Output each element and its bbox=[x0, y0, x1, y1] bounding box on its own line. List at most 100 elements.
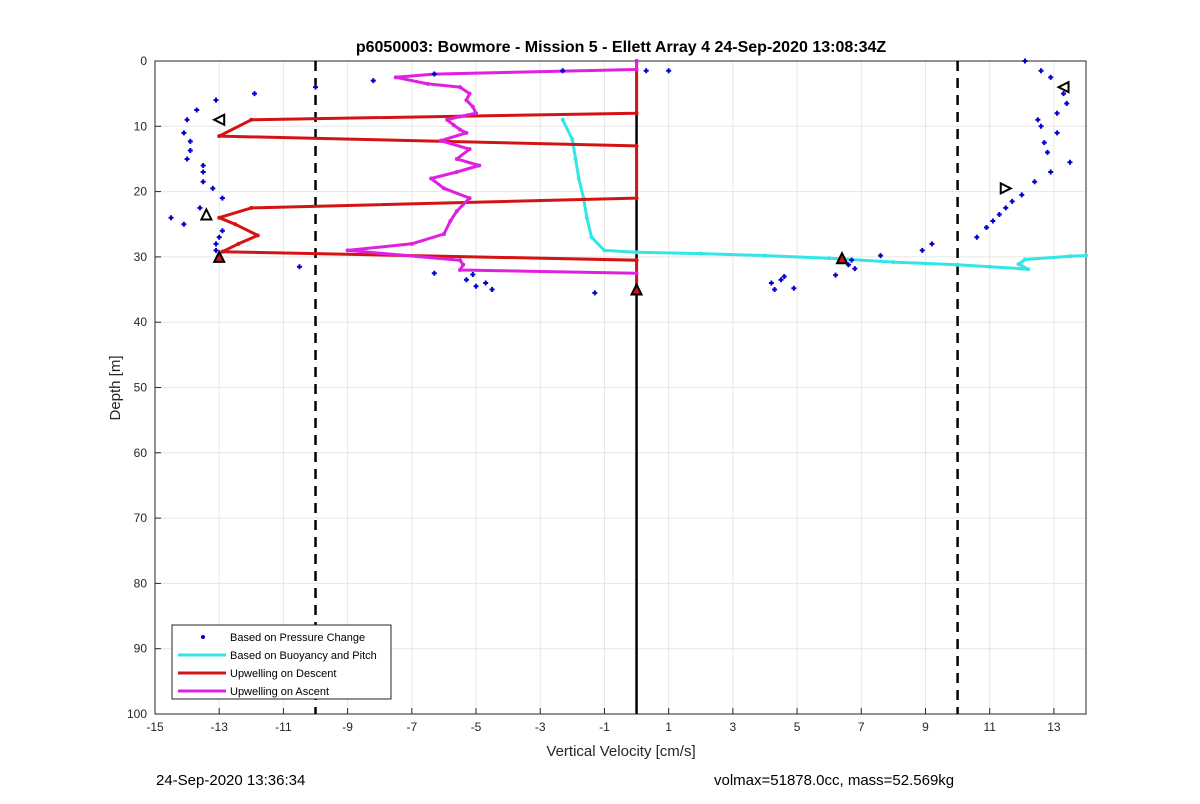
descent-line-point bbox=[634, 143, 639, 148]
pressure-point bbox=[849, 257, 855, 263]
descent-line-point bbox=[233, 222, 238, 227]
ascent-line-point bbox=[454, 156, 459, 161]
ascent-line-point bbox=[457, 258, 462, 263]
footer-timestamp: 24-Sep-2020 13:36:34 bbox=[156, 772, 306, 789]
buoyancy-line-point bbox=[1026, 267, 1031, 272]
x-tick-label: 5 bbox=[794, 720, 801, 734]
pressure-point bbox=[184, 117, 190, 123]
y-axis: 0 10 20 30 40 50 60 70 80 90 100 bbox=[127, 54, 161, 721]
pressure-point bbox=[213, 247, 219, 253]
buoyancy-line-point bbox=[827, 256, 832, 261]
ascent-line-point bbox=[409, 241, 414, 246]
pressure-point bbox=[781, 273, 787, 279]
buoyancy-line-point bbox=[1016, 262, 1021, 267]
y-tick-label: 40 bbox=[134, 315, 148, 329]
ascent-line-point bbox=[429, 176, 434, 181]
buoyancy-line-point bbox=[1019, 266, 1024, 271]
pressure-point bbox=[187, 147, 193, 153]
ascent-line-point bbox=[464, 98, 469, 103]
descent-line-point bbox=[634, 111, 639, 116]
ascent-line-point bbox=[393, 75, 398, 80]
descent-line bbox=[217, 61, 639, 290]
descent-line-point bbox=[249, 205, 254, 210]
pressure-point bbox=[213, 97, 219, 103]
pressure-point bbox=[370, 78, 376, 84]
pressure-point bbox=[168, 215, 174, 221]
pressure-point bbox=[187, 138, 193, 144]
x-tick-label: -3 bbox=[535, 720, 546, 734]
pressure-point bbox=[210, 185, 216, 191]
pressure-point bbox=[1054, 130, 1060, 136]
pressure-point bbox=[252, 91, 258, 97]
ascent-line-point bbox=[461, 262, 466, 267]
pressure-point bbox=[181, 130, 187, 136]
pressure-point bbox=[463, 277, 469, 283]
pressure-point bbox=[919, 247, 925, 253]
y-tick-label: 20 bbox=[134, 185, 148, 199]
pressure-point bbox=[1048, 169, 1054, 175]
buoyancy-line-point bbox=[698, 251, 703, 256]
buoyancy-line-point bbox=[1067, 254, 1072, 259]
pressure-point bbox=[1044, 149, 1050, 155]
ascent-line-point bbox=[634, 271, 639, 276]
legend-label: Based on Pressure Change bbox=[230, 632, 365, 644]
pressure-point bbox=[592, 290, 598, 296]
pressure-point bbox=[990, 218, 996, 224]
pressure-point bbox=[1061, 91, 1067, 97]
pressure-point bbox=[483, 280, 489, 286]
ascent-line-point bbox=[345, 248, 350, 253]
ascent-line-point bbox=[467, 147, 472, 152]
pressure-point bbox=[1064, 100, 1070, 106]
ascent-line-point bbox=[634, 67, 639, 72]
ascent-line bbox=[346, 61, 639, 275]
y-tick-label: 70 bbox=[134, 511, 148, 525]
buoyancy-line-point bbox=[987, 264, 992, 269]
pressure-point bbox=[470, 272, 476, 278]
marker-triangle-up bbox=[835, 250, 849, 265]
x-tick-label: 7 bbox=[858, 720, 865, 734]
marker-layer bbox=[199, 80, 1070, 296]
pressure-point bbox=[772, 287, 778, 293]
pressure-point bbox=[996, 211, 1002, 217]
pressure-point bbox=[1041, 140, 1047, 146]
descent-line-point bbox=[217, 134, 222, 139]
pressure-point bbox=[431, 71, 437, 77]
x-tick-label: -1 bbox=[599, 720, 610, 734]
y-tick-label: 10 bbox=[134, 119, 148, 133]
pressure-point bbox=[560, 68, 566, 74]
marker-triangle-left bbox=[211, 113, 226, 127]
buoyancy-line-point bbox=[955, 262, 960, 267]
y-tick-label: 0 bbox=[140, 54, 147, 68]
buoyancy-line-point bbox=[570, 137, 575, 142]
pressure-point bbox=[296, 264, 302, 270]
descent-line-point bbox=[220, 249, 225, 254]
marker-triangle-left bbox=[1056, 80, 1070, 94]
descent-line-point bbox=[236, 241, 241, 246]
legend: Based on Pressure Change Based on Buoyanc… bbox=[171, 624, 392, 700]
x-tick-label: -11 bbox=[275, 720, 292, 734]
ascent-line-point bbox=[445, 117, 450, 122]
pressure-point bbox=[1022, 58, 1028, 64]
buoyancy-line-point bbox=[576, 176, 581, 181]
pressure-point bbox=[1048, 74, 1054, 80]
pressure-point bbox=[200, 169, 206, 175]
pressure-point bbox=[184, 156, 190, 162]
x-tick-label: 13 bbox=[1047, 720, 1061, 734]
pressure-point bbox=[1067, 159, 1073, 165]
pressure-point bbox=[768, 280, 774, 286]
pressure-point bbox=[181, 221, 187, 227]
pressure-point bbox=[200, 162, 206, 168]
buoyancy-line-point bbox=[602, 248, 607, 253]
pressure-point bbox=[845, 262, 851, 268]
ascent-line-point bbox=[457, 114, 462, 119]
pressure-point bbox=[1032, 179, 1038, 185]
pressure-point bbox=[200, 179, 206, 185]
descent-line-point bbox=[634, 196, 639, 201]
legend-swatch-pressure bbox=[201, 635, 205, 639]
x-axis: -15 -13 -11 -9 -7 -5 -3 -1 1 3 5 7 9 11 13 bbox=[146, 708, 1061, 734]
pressure-point bbox=[791, 285, 797, 291]
legend-label: Upwelling on Ascent bbox=[230, 686, 329, 698]
pressure-point bbox=[473, 283, 479, 289]
pressure-point bbox=[1019, 192, 1025, 198]
x-axis-label: Vertical Velocity [cm/s] bbox=[546, 743, 695, 760]
